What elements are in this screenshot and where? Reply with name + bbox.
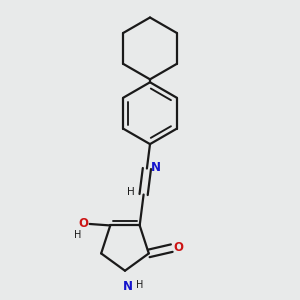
Text: H: H: [74, 230, 81, 240]
Text: H: H: [127, 187, 135, 196]
Text: N: N: [150, 161, 161, 174]
Text: N: N: [123, 280, 133, 293]
Text: O: O: [78, 217, 88, 230]
Text: O: O: [173, 241, 183, 254]
Text: H: H: [136, 280, 143, 290]
